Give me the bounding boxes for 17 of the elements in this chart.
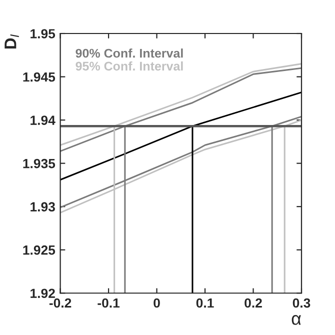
x-tick-label: -0.1 xyxy=(98,298,120,308)
x-tick-label: -0.2 xyxy=(49,298,72,308)
y-tick-label: 1.935 xyxy=(23,158,56,168)
y-axis-title: D$_{I}$ xyxy=(4,34,19,49)
text: 90% Conf. Interval xyxy=(76,48,183,58)
x-axis-title: α xyxy=(292,315,301,325)
text: 95% Conf. Interval xyxy=(76,61,183,71)
y-tick-label: 1.93 xyxy=(30,202,55,212)
x-tick-label: 0 xyxy=(154,298,160,308)
y-tick-label: 1.925 xyxy=(23,245,56,255)
y-tick-label: 1.945 xyxy=(23,72,56,82)
y-tick-label: 1.95 xyxy=(30,29,56,38)
x-tick-label: 0.3 xyxy=(292,298,310,308)
y-tick-label: 1.94 xyxy=(30,116,56,125)
y-tick-label: 1.92 xyxy=(30,288,55,298)
x-tick-label: 0.2 xyxy=(244,298,262,308)
x-tick-label: 0.1 xyxy=(196,298,214,308)
